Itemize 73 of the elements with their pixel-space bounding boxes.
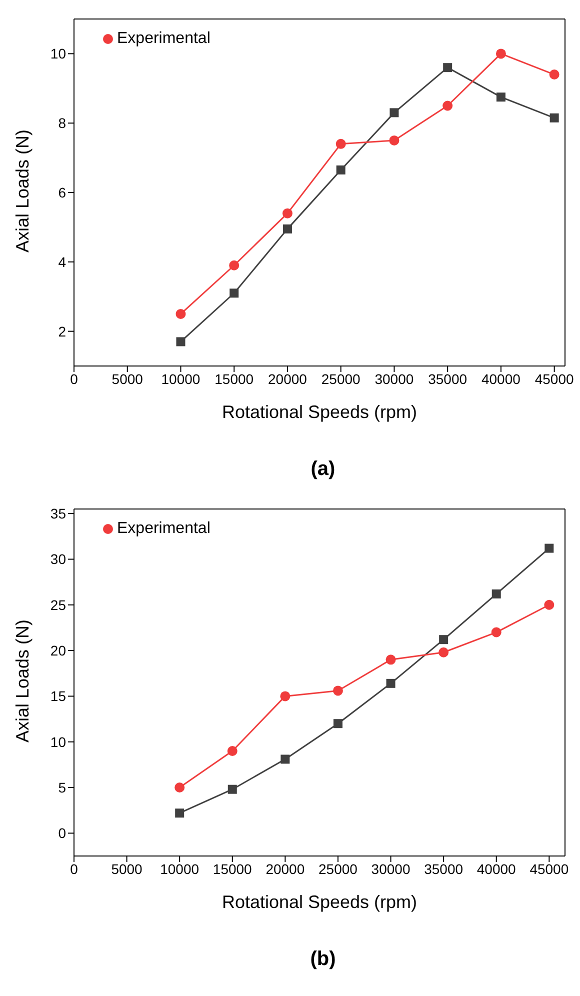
x-axis-title: Rotational Speeds (rpm) bbox=[222, 892, 418, 912]
y-tick-label: 25 bbox=[50, 596, 66, 613]
point bbox=[386, 678, 396, 688]
y-tick-label: 6 bbox=[58, 184, 66, 200]
x-tick-label: 20000 bbox=[268, 370, 308, 387]
x-tick-label: 35000 bbox=[428, 370, 468, 387]
x-axis-title: Rotational Speeds (rpm) bbox=[222, 402, 418, 422]
point bbox=[492, 589, 501, 598]
x-tick-label: 0 bbox=[70, 860, 78, 877]
text: (a) bbox=[310, 458, 336, 481]
y-tick-label: 35 bbox=[50, 506, 66, 522]
point bbox=[389, 135, 400, 146]
y-axis-title: Axial Loads (N) bbox=[12, 129, 32, 252]
y-tick-label: 10 bbox=[50, 46, 66, 62]
y-tick-label: 8 bbox=[58, 115, 66, 132]
y-tick-label: 10 bbox=[50, 734, 66, 750]
x-tick-label: 10000 bbox=[161, 370, 200, 387]
point bbox=[549, 70, 560, 80]
x-tick-label: 10000 bbox=[160, 860, 200, 877]
point bbox=[491, 627, 502, 638]
y-tick-label: 0 bbox=[58, 825, 66, 842]
y-axis-title: Axial Loads (N) bbox=[12, 619, 32, 742]
point bbox=[174, 782, 185, 793]
y-tick-label: 5 bbox=[58, 779, 66, 796]
x-tick-label: 30000 bbox=[374, 370, 414, 387]
x-tick-label: 15000 bbox=[214, 370, 254, 387]
x-tick-label: 45000 bbox=[530, 860, 569, 877]
point bbox=[496, 48, 506, 59]
x-tick-label: 0 bbox=[70, 370, 78, 387]
point bbox=[332, 686, 343, 696]
point bbox=[175, 808, 184, 818]
point bbox=[333, 719, 342, 728]
x-tick-label: 25000 bbox=[321, 370, 361, 387]
point bbox=[438, 647, 449, 658]
point bbox=[282, 208, 292, 218]
text: (b) bbox=[309, 948, 337, 971]
x-tick-label: 35000 bbox=[424, 860, 464, 877]
point bbox=[544, 544, 554, 553]
x-tick-label: 5000 bbox=[112, 370, 144, 387]
y-tick-label: 20 bbox=[50, 642, 66, 659]
x-tick-label: 45000 bbox=[534, 370, 574, 387]
point bbox=[280, 691, 290, 702]
x-tick-label: 30000 bbox=[371, 860, 410, 877]
point bbox=[176, 308, 186, 319]
x-tick-label: 25000 bbox=[318, 860, 358, 877]
legend-label: Experimental bbox=[117, 30, 210, 47]
y-tick-label: 30 bbox=[50, 551, 66, 568]
point bbox=[227, 746, 238, 756]
point bbox=[443, 63, 452, 72]
y-tick-label: 15 bbox=[50, 688, 66, 704]
point bbox=[386, 654, 396, 665]
point bbox=[544, 600, 554, 610]
point bbox=[390, 108, 399, 118]
point bbox=[176, 337, 186, 346]
point bbox=[336, 165, 346, 174]
point bbox=[282, 224, 292, 234]
y-tick-label: 2 bbox=[58, 323, 66, 340]
point bbox=[439, 635, 448, 644]
y-tick-label: 4 bbox=[58, 254, 66, 270]
x-tick-label: 40000 bbox=[476, 860, 516, 877]
x-tick-label: 5000 bbox=[111, 860, 143, 877]
point bbox=[336, 138, 346, 149]
point bbox=[442, 100, 453, 111]
x-tick-label: 40000 bbox=[481, 370, 521, 387]
point bbox=[280, 754, 290, 764]
legend-label: Experimental bbox=[117, 520, 210, 537]
x-tick-label: 20000 bbox=[266, 860, 305, 877]
x-tick-label: 15000 bbox=[212, 860, 252, 877]
point bbox=[229, 260, 240, 270]
point bbox=[496, 92, 506, 102]
point bbox=[228, 784, 237, 794]
point bbox=[230, 288, 239, 298]
point bbox=[550, 113, 559, 122]
